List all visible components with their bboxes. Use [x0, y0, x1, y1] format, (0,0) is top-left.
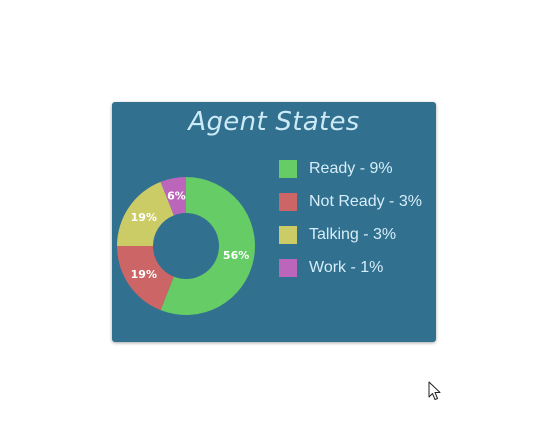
legend-label: Work - 1%: [309, 258, 384, 276]
slice-label-ready: 56%: [223, 249, 249, 262]
legend-swatch: [279, 258, 297, 277]
legend-item-ready: Ready - 9%: [279, 152, 422, 185]
slice-label-work: 6%: [167, 189, 186, 202]
donut-slice-talking: [117, 181, 174, 246]
slice-label-talking: 19%: [131, 211, 157, 224]
donut-slice-not-ready: [117, 246, 174, 311]
legend-item-not-ready: Not Ready - 3%: [279, 185, 422, 218]
donut-chart: 56% 19% 19% 6%: [117, 177, 256, 315]
chart-title: Agent States: [188, 107, 360, 137]
legend-label: Talking - 3%: [309, 225, 397, 243]
legend-swatch: [279, 192, 297, 211]
legend-swatch: [279, 159, 297, 178]
legend-swatch: [279, 225, 297, 244]
legend: Ready - 9% Not Ready - 3% Talking - 3% W…: [279, 152, 422, 284]
pointer-arrow-icon: [428, 381, 441, 400]
legend-label: Not Ready - 3%: [309, 192, 422, 210]
donut-slice-work: [160, 177, 186, 216]
legend-label: Ready - 9%: [309, 159, 393, 177]
slice-label-not-ready: 19%: [131, 268, 157, 281]
legend-item-talking: Talking - 3%: [279, 218, 422, 251]
donut-slice-ready: [160, 177, 256, 315]
agent-states-card: Agent States 56% 19% 19% 6% Ready - 9% Not …: [112, 102, 436, 342]
legend-item-work: Work - 1%: [279, 251, 422, 284]
